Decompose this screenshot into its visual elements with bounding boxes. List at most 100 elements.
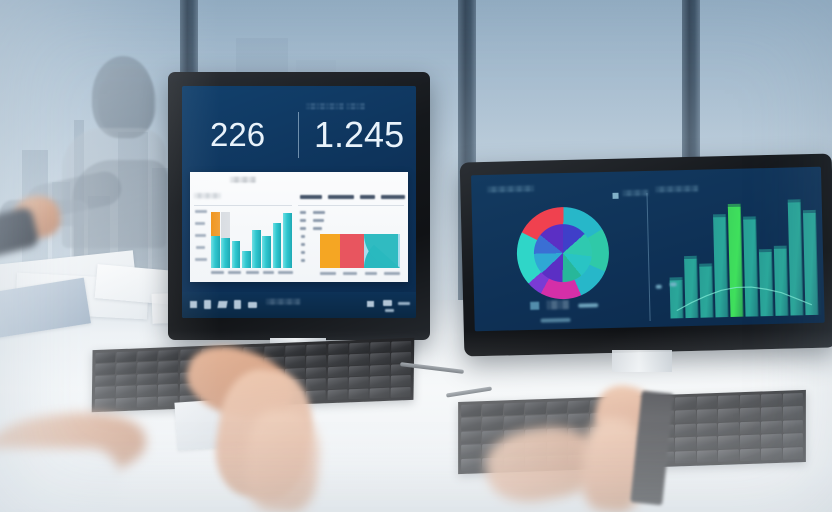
keyboard-key[interactable] [137, 384, 158, 397]
keyboard-key[interactable] [718, 422, 739, 436]
keyboard-key[interactable] [782, 406, 803, 420]
keyboard-key[interactable] [461, 404, 482, 418]
keyboard-key[interactable] [739, 407, 761, 421]
keyboard-key[interactable] [782, 446, 803, 460]
keyboard-key[interactable] [503, 416, 525, 430]
keyboard-key[interactable] [739, 421, 761, 435]
keyboard-key[interactable] [503, 402, 525, 416]
keyboard-key[interactable] [158, 349, 179, 361]
network-icon[interactable] [367, 301, 374, 307]
keyboard-key[interactable] [546, 401, 568, 415]
keyboard-key[interactable] [718, 395, 739, 409]
keyboard-key[interactable] [327, 354, 348, 366]
keyboard-key[interactable] [782, 419, 803, 433]
keyboard-key[interactable] [116, 351, 137, 363]
keyboard-key[interactable] [461, 444, 482, 458]
keyboard-key[interactable] [568, 413, 589, 427]
keyboard-key[interactable] [116, 374, 137, 386]
keyboard-key[interactable] [348, 365, 369, 377]
keyboard-key[interactable] [306, 344, 327, 356]
keyboard-key[interactable] [348, 342, 370, 354]
keyboard-key[interactable] [482, 416, 503, 430]
bar[interactable] [773, 245, 792, 316]
bar[interactable] [231, 240, 241, 268]
keyboard-key[interactable] [348, 388, 369, 400]
keyboard-key[interactable] [137, 373, 158, 385]
battery-icon[interactable] [383, 300, 392, 306]
keyboard-key[interactable] [158, 372, 179, 384]
window-icon[interactable] [190, 301, 197, 308]
green-bar-chart[interactable] [667, 187, 822, 319]
keyboard-key[interactable] [327, 343, 348, 355]
right-monitor-screen[interactable]: ░▒░▒░▒░▒░▒░ ░▒░▒░▒░▒░▒ ░▒░▒░▒ ░▒░▒ [470, 166, 825, 332]
bar[interactable] [262, 235, 271, 268]
keyboard-key[interactable] [95, 375, 116, 387]
keyboard-key[interactable] [136, 396, 158, 408]
keyboard-key[interactable] [158, 384, 179, 396]
keyboard-key[interactable] [761, 393, 782, 407]
keyboard-key[interactable] [116, 385, 137, 397]
files-icon[interactable] [248, 302, 257, 308]
keyboard-key[interactable] [285, 344, 306, 356]
browser-icon[interactable] [234, 300, 241, 309]
keyboard-key[interactable] [739, 448, 761, 462]
keyboard-key[interactable] [675, 396, 696, 410]
sunburst-chart[interactable] [515, 205, 611, 301]
keyboard-key[interactable] [461, 431, 482, 445]
keyboard-key[interactable] [696, 409, 718, 423]
keyboard-key[interactable] [306, 367, 327, 379]
keyboard-key[interactable] [696, 396, 718, 409]
bar[interactable] [713, 214, 732, 318]
mail-icon[interactable] [217, 301, 228, 308]
taskbar[interactable]: ░▒░▒░▒░▒ [182, 292, 416, 318]
keyboard-key[interactable] [137, 362, 158, 374]
keyboard-key[interactable] [782, 393, 803, 406]
keyboard-key[interactable] [391, 340, 412, 352]
keyboard-key[interactable] [696, 449, 718, 463]
keyboard-key[interactable] [739, 394, 761, 408]
keyboard-key[interactable] [369, 364, 390, 376]
keyboard-key[interactable] [761, 420, 782, 434]
bar[interactable] [787, 199, 807, 316]
keyboard-key[interactable] [390, 375, 411, 387]
keyboard-key[interactable] [369, 376, 390, 388]
keyboard-key[interactable] [306, 355, 327, 367]
keyboard-key[interactable] [461, 417, 482, 431]
keyboard-key[interactable] [116, 362, 137, 374]
keyboard-key[interactable] [94, 386, 115, 398]
bar[interactable] [743, 216, 762, 317]
bar[interactable] [727, 203, 747, 317]
keyboard-key[interactable] [264, 345, 285, 357]
bar[interactable] [211, 212, 220, 268]
keyboard-key[interactable] [390, 386, 411, 398]
keyboard-key[interactable] [739, 434, 761, 448]
bar[interactable] [684, 255, 702, 319]
bar[interactable] [759, 248, 777, 317]
keyboard-key[interactable] [568, 400, 589, 414]
bar[interactable] [252, 229, 261, 268]
keyboard-key[interactable] [327, 389, 348, 401]
keyboard-key[interactable] [285, 356, 306, 368]
bar[interactable] [803, 209, 822, 316]
keyboard-key[interactable] [718, 449, 739, 463]
keyboard-key[interactable] [761, 434, 782, 448]
keyboard-key[interactable] [696, 436, 718, 450]
bar-chart[interactable] [211, 206, 293, 268]
keyboard-key[interactable] [675, 450, 696, 464]
keyboard-key[interactable] [137, 350, 158, 362]
keyboard-key[interactable] [782, 433, 803, 447]
keyboard-key[interactable] [94, 398, 115, 410]
keyboard-key[interactable] [158, 361, 179, 373]
keyboard-key[interactable] [306, 378, 327, 390]
keyboard-key[interactable] [675, 437, 696, 451]
keyboard-key[interactable] [327, 377, 348, 389]
keyboard-key[interactable] [369, 353, 390, 365]
keyboard-key[interactable] [461, 458, 482, 471]
keyboard-key[interactable] [696, 422, 718, 436]
keyboard-key[interactable] [95, 352, 116, 364]
right-monitor[interactable]: ░▒░▒░▒░▒░▒░ ░▒░▒░▒░▒░▒ ░▒░▒░▒ ░▒░▒ [459, 153, 832, 357]
left-monitor[interactable]: ░▒░▒░▒░▒ ░▒░▒ 226 1.245 ░▒░▒░▒ ░▒░▒░▒░ [168, 72, 430, 340]
clock-icon[interactable] [398, 302, 410, 305]
keyboard-key[interactable] [348, 376, 369, 388]
keyboard-key[interactable] [675, 410, 696, 424]
